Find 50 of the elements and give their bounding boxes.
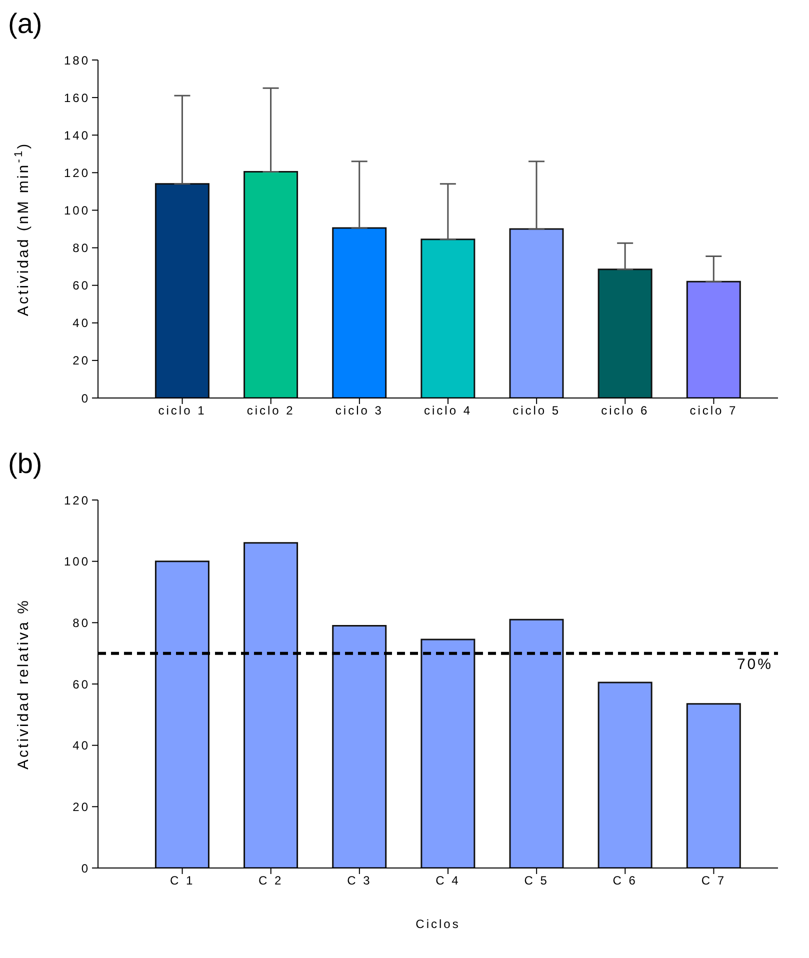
bar xyxy=(244,542,298,868)
x-tick-label: C 6 xyxy=(612,874,638,888)
bar xyxy=(509,618,564,868)
y-tick-label: 100 xyxy=(64,203,90,218)
y-tick-label: 180 xyxy=(64,53,90,68)
bar xyxy=(598,682,652,868)
y-tick-label: 160 xyxy=(64,90,90,105)
x-tick-label: C 2 xyxy=(258,874,284,888)
y-tick-label: 140 xyxy=(64,128,90,142)
x-tick-label: ciclo 2 xyxy=(246,404,295,418)
bar xyxy=(686,703,741,868)
y-tick-label: 60 xyxy=(72,278,90,293)
y-tick-label: 40 xyxy=(72,316,90,330)
bar xyxy=(686,280,741,398)
x-tick-label: ciclo 7 xyxy=(690,404,738,418)
x-axis-title: Ciclos xyxy=(416,917,460,931)
x-tick-label: C 5 xyxy=(524,874,549,888)
bar xyxy=(509,228,564,398)
y-tick-label: 0 xyxy=(81,861,90,876)
x-tick-label: C 4 xyxy=(436,874,460,888)
y-tick-label: 60 xyxy=(72,677,90,692)
y-tick-label: 80 xyxy=(72,241,90,256)
y-tick-label: 120 xyxy=(64,493,90,508)
x-tick-label: C 3 xyxy=(347,874,372,888)
bar xyxy=(420,638,476,868)
bar xyxy=(154,183,210,398)
bar xyxy=(598,268,652,398)
y-tick-label: 80 xyxy=(72,616,90,630)
ref-line-label: 70% xyxy=(736,656,773,673)
bar xyxy=(244,170,298,398)
bar xyxy=(332,624,387,868)
x-tick-label: ciclo 6 xyxy=(601,404,650,418)
y-axis-title: Actividad relativa % xyxy=(15,598,32,770)
y-tick-label: 40 xyxy=(72,738,90,753)
x-tick-label: ciclo 3 xyxy=(335,404,384,418)
x-tick-label: ciclo 5 xyxy=(512,404,561,418)
x-tick-label: ciclo 1 xyxy=(158,404,206,418)
x-tick-label: C 1 xyxy=(170,874,195,888)
x-tick-label: C 7 xyxy=(701,874,726,888)
y-tick-label: 20 xyxy=(72,354,90,368)
chart-title: (b) xyxy=(8,448,42,480)
y-tick-label: 0 xyxy=(81,391,90,406)
y-tick-label: 100 xyxy=(64,554,90,569)
x-tick-label: ciclo 4 xyxy=(424,404,472,418)
y-tick-label: 120 xyxy=(64,166,90,180)
bar xyxy=(420,238,476,398)
bar xyxy=(332,227,387,398)
chart-title: (a) xyxy=(8,8,42,40)
bar xyxy=(154,560,210,868)
y-tick-label: 20 xyxy=(72,800,90,814)
